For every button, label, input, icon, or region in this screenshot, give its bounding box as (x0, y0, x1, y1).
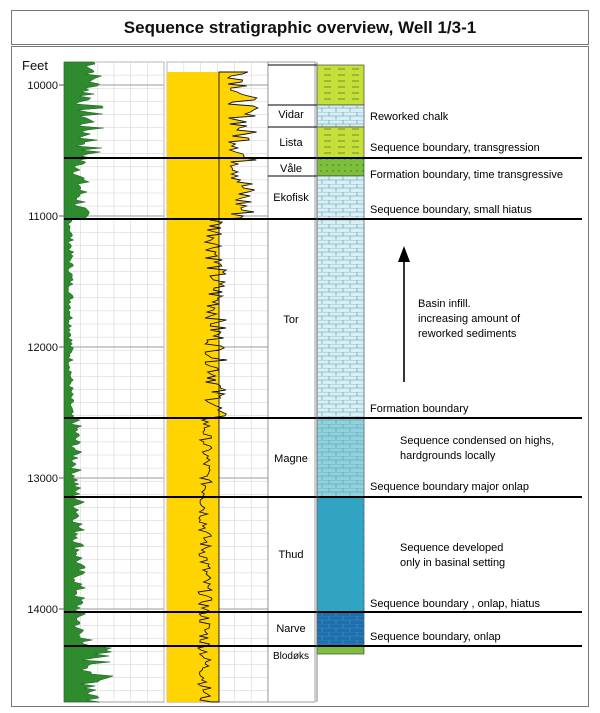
figure-title: Sequence stratigraphic overview, Well 1/… (11, 10, 589, 45)
note-line: Sequence condensed on highs, (400, 435, 554, 447)
interpretation-notes: Basin infill. increasing amount of rewor… (400, 298, 554, 569)
note-line: increasing amount of (418, 313, 521, 325)
formation-label: Ekofisk (273, 192, 309, 204)
annotation: Sequence boundary, onlap (370, 631, 501, 643)
annotation: Formation boundary (370, 403, 469, 415)
formation-labels: Vidar Lista Våle Ekofisk Tor Magne Thud … (273, 109, 309, 662)
annotation: Sequence boundary, small hiatus (370, 204, 532, 216)
lithology-pattern (317, 497, 364, 612)
figure-body (11, 46, 589, 707)
depth-tick-label: 10000 (27, 80, 58, 92)
formation-label: Blodøks (273, 651, 309, 662)
note-line: reworked sediments (418, 328, 517, 340)
lithology-pattern (317, 65, 364, 105)
formation-label: Tor (283, 314, 299, 326)
lithology-pattern (317, 219, 364, 418)
note-line: only in basinal setting (400, 557, 505, 569)
annotation: Reworked chalk (370, 111, 449, 123)
lithology-pattern (317, 158, 364, 176)
gamma-log-track (63, 61, 165, 703)
formation-label: Vidar (278, 109, 304, 121)
depth-unit-label: Feet (22, 58, 48, 73)
lithology-pattern (317, 176, 364, 219)
up-arrow-icon (398, 246, 410, 382)
annotation: Sequence boundary , onlap, hiatus (370, 598, 541, 610)
lithology-pattern (317, 418, 364, 497)
boundary-annotations: Reworked chalk Sequence boundary, transg… (370, 111, 563, 643)
boundary-lines (64, 62, 582, 702)
lithology-layer (316, 645, 365, 655)
formation-label: Magne (274, 453, 308, 465)
annotation: Sequence boundary major onlap (370, 481, 529, 493)
formation-column (267, 61, 316, 703)
lithology-column (316, 64, 365, 655)
formation-label: Narve (276, 623, 305, 635)
sonic-log-track (166, 61, 269, 703)
annotation: Sequence boundary, transgression (370, 142, 540, 154)
depth-tick-label: 11000 (28, 211, 58, 223)
formation-label: Lista (279, 137, 303, 149)
note-line: Sequence developed (400, 542, 503, 554)
formation-label: Våle (280, 163, 302, 175)
depth-tick-label: 13000 (27, 473, 58, 485)
depth-tick-label: 14000 (27, 604, 58, 616)
sonic-log-curve (196, 71, 259, 703)
gamma-log-curve (63, 61, 114, 703)
lithology-pattern (317, 105, 364, 127)
depth-tick-label: 12000 (27, 342, 58, 354)
formation-label: Thud (278, 549, 303, 561)
annotation: Formation boundary, time transgressive (370, 169, 563, 181)
lithology-pattern (317, 612, 364, 646)
note-line: Basin infill. (418, 298, 471, 310)
note-line: hardgrounds locally (400, 450, 496, 462)
depth-ticks: 10000 11000 12000 13000 14000 (27, 80, 64, 616)
lithology-pattern (317, 127, 364, 158)
